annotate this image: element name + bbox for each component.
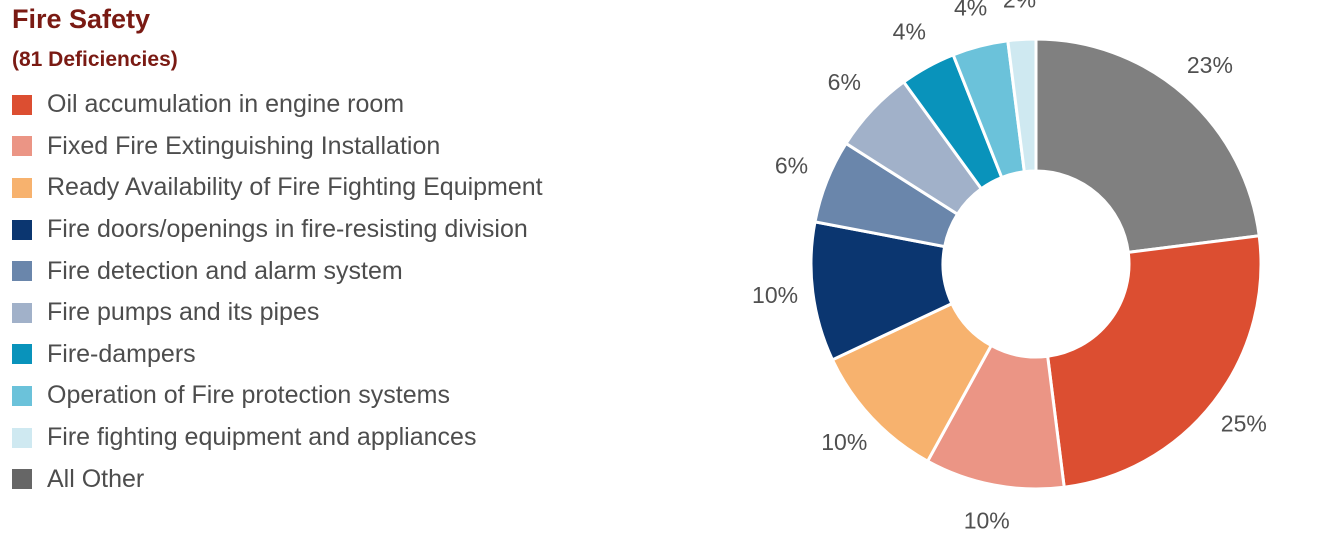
slice-percent-label: 4% xyxy=(893,19,926,45)
legend-item: Fire doors/openings in fire-resisting di… xyxy=(12,209,543,251)
legend-label: All Other xyxy=(47,464,145,493)
legend-swatch xyxy=(12,136,32,157)
slice-percent-label: 4% xyxy=(954,0,987,20)
slice-percent-label: 10% xyxy=(752,282,798,308)
slice-percent-label: 10% xyxy=(821,429,867,455)
legend-item: Fire-dampers xyxy=(12,334,543,376)
slice-percent-label: 10% xyxy=(964,507,1010,533)
legend-swatch xyxy=(12,385,32,406)
legend-swatch xyxy=(12,261,32,282)
legend-swatch xyxy=(12,344,32,365)
legend-swatch xyxy=(12,427,32,448)
legend-label: Fire doors/openings in fire-resisting di… xyxy=(47,215,528,244)
pie-slice xyxy=(1045,234,1263,489)
legend-label: Oil accumulation in engine room xyxy=(47,90,405,119)
legend-item: Fire pumps and its pipes xyxy=(12,292,543,334)
chart-subtitle: (81 Deficiencies) xyxy=(12,48,178,71)
legend-swatch xyxy=(12,94,32,115)
legend-swatch xyxy=(12,177,32,198)
slice-percent-label: 2% xyxy=(1003,0,1036,13)
legend-item: All Other xyxy=(12,458,543,500)
slice-percent-label: 25% xyxy=(1221,410,1267,436)
legend-swatch xyxy=(12,302,32,323)
legend-swatch xyxy=(12,219,32,240)
legend: Oil accumulation in engine room Fixed Fi… xyxy=(12,84,543,500)
legend-label: Operation of Fire protection systems xyxy=(47,381,450,410)
legend-label: Fixed Fire Extinguishing Installation xyxy=(47,131,441,160)
legend-label: Fire-dampers xyxy=(47,339,196,368)
legend-item: Operation of Fire protection systems xyxy=(12,375,543,417)
slice-percent-label: 23% xyxy=(1187,52,1233,78)
legend-item: Ready Availability of Fire Fighting Equi… xyxy=(12,167,543,209)
slice-percent-label: 6% xyxy=(828,69,861,95)
chart-title: Fire Safety xyxy=(12,4,151,34)
legend-label: Fire pumps and its pipes xyxy=(47,298,320,327)
slice-percent-label: 6% xyxy=(775,152,808,178)
pie-slice xyxy=(1034,37,1261,255)
pie-slice xyxy=(1006,37,1038,174)
legend-label: Ready Availability of Fire Fighting Equi… xyxy=(47,173,543,202)
legend-label: Fire fighting equipment and appliances xyxy=(47,423,477,452)
legend-item: Fire fighting equipment and appliances xyxy=(12,417,543,459)
legend-swatch xyxy=(12,469,32,490)
legend-label: Fire detection and alarm system xyxy=(47,256,403,285)
legend-item: Fixed Fire Extinguishing Installation xyxy=(12,126,543,168)
legend-item: Fire detection and alarm system xyxy=(12,250,543,292)
legend-item: Oil accumulation in engine room xyxy=(12,84,543,126)
